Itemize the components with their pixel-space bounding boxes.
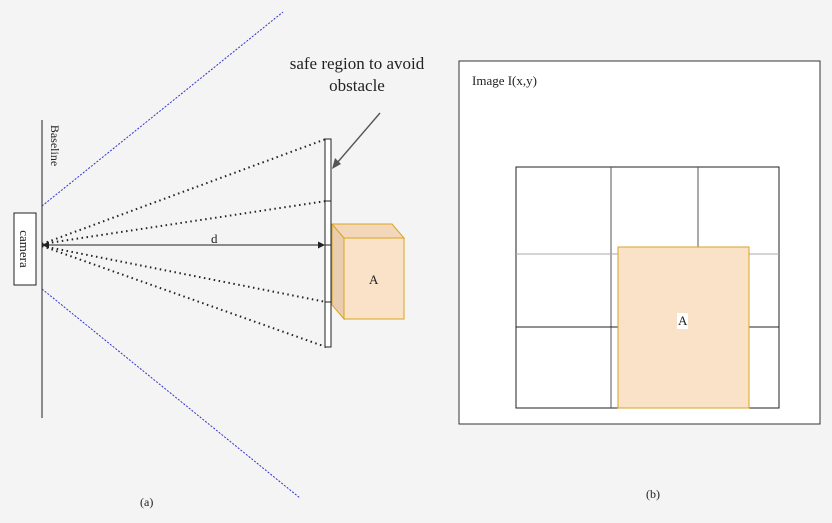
image-label: Image I(x,y) — [472, 73, 537, 88]
fov-lower-line — [41, 288, 301, 499]
panel-a — [13, 11, 406, 499]
camera-box — [13, 212, 37, 286]
ray-1 — [41, 138, 327, 245]
ray-3 — [41, 245, 327, 303]
caption-a: (a) — [140, 495, 154, 509]
annotation-arrow-head — [332, 158, 341, 169]
camera-label: camera — [16, 230, 32, 268]
panel-b — [458, 60, 821, 425]
cube-top-face — [330, 223, 406, 239]
caption-b: (b) — [646, 487, 660, 501]
baseline-label: Baseline — [48, 124, 63, 167]
safe-region-bar — [324, 138, 332, 348]
cube-side-face — [331, 222, 345, 321]
ray-2 — [41, 200, 327, 245]
distance-arrow-head-left — [42, 241, 49, 249]
annotation-arrow — [336, 112, 381, 164]
obstacle-label-b: A — [677, 313, 689, 329]
distance-label: d — [211, 231, 218, 246]
safe-region-annotation: safe region to avoid obstacle — [289, 54, 425, 95]
camera-rays — [41, 138, 327, 348]
obstacle-label-a: A — [369, 272, 379, 287]
cube-front-face — [343, 237, 405, 320]
distance-arrow-head-right — [318, 241, 325, 249]
ray-4 — [41, 245, 327, 348]
obstacle-cube — [330, 222, 406, 321]
fov-upper-line — [41, 11, 284, 207]
